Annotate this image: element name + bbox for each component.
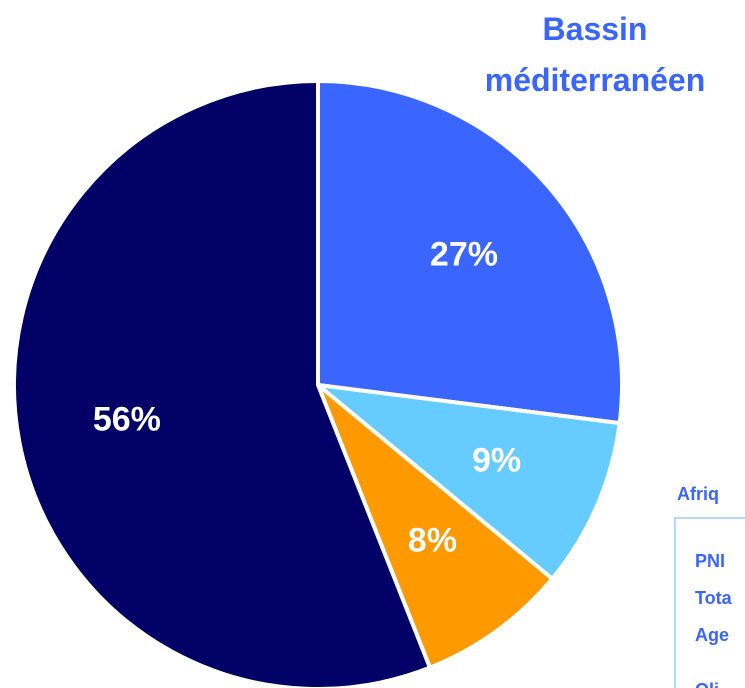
panel-row: Tota [695,588,733,608]
pie-slice [316,383,555,670]
pie-slice [12,79,432,688]
pie [12,79,624,688]
panel-box [674,517,745,688]
panel-row: Oli [695,680,719,688]
chart-title: Bassin [543,11,648,47]
panel-heading: Afriq [677,484,719,504]
panel-row: Age [695,625,729,645]
pie-slice [316,79,624,426]
chart-title: méditerranéen [485,62,706,98]
pie-slice [316,383,622,581]
data-label: 27% [430,235,498,273]
data-label: 8% [408,521,457,559]
data-label: 56% [93,400,161,438]
data-label: 9% [472,441,521,479]
panel-row: PNI [695,551,725,571]
